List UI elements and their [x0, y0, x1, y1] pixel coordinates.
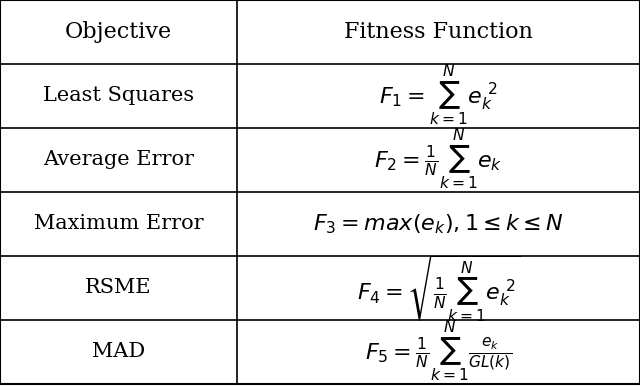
Text: MAD: MAD [92, 343, 145, 361]
Text: Fitness Function: Fitness Function [344, 21, 533, 43]
Text: $F_1 = \sum_{k=1}^{N} e_k^{\ 2}$: $F_1 = \sum_{k=1}^{N} e_k^{\ 2}$ [379, 64, 498, 128]
Text: $F_4 = \sqrt{\frac{1}{N} \sum_{k=1}^{N} e_k^{\ 2}}$: $F_4 = \sqrt{\frac{1}{N} \sum_{k=1}^{N} … [356, 253, 520, 323]
Text: $F_3 = \mathit{max}(e_k), 1 \leq k \leq N$: $F_3 = \mathit{max}(e_k), 1 \leq k \leq … [313, 212, 564, 236]
Text: $F_2 = \frac{1}{N} \sum_{k=1}^{N} e_k$: $F_2 = \frac{1}{N} \sum_{k=1}^{N} e_k$ [374, 128, 502, 192]
Text: RSME: RSME [85, 278, 152, 298]
Text: $F_5 = \frac{1}{N} \sum_{k=1}^{N} \frac{e_k}{GL(k)}$: $F_5 = \frac{1}{N} \sum_{k=1}^{N} \frac{… [365, 320, 512, 384]
Text: Least Squares: Least Squares [43, 86, 194, 106]
Text: Maximum Error: Maximum Error [33, 214, 204, 233]
Text: Average Error: Average Error [43, 151, 194, 169]
Text: Objective: Objective [65, 21, 172, 43]
